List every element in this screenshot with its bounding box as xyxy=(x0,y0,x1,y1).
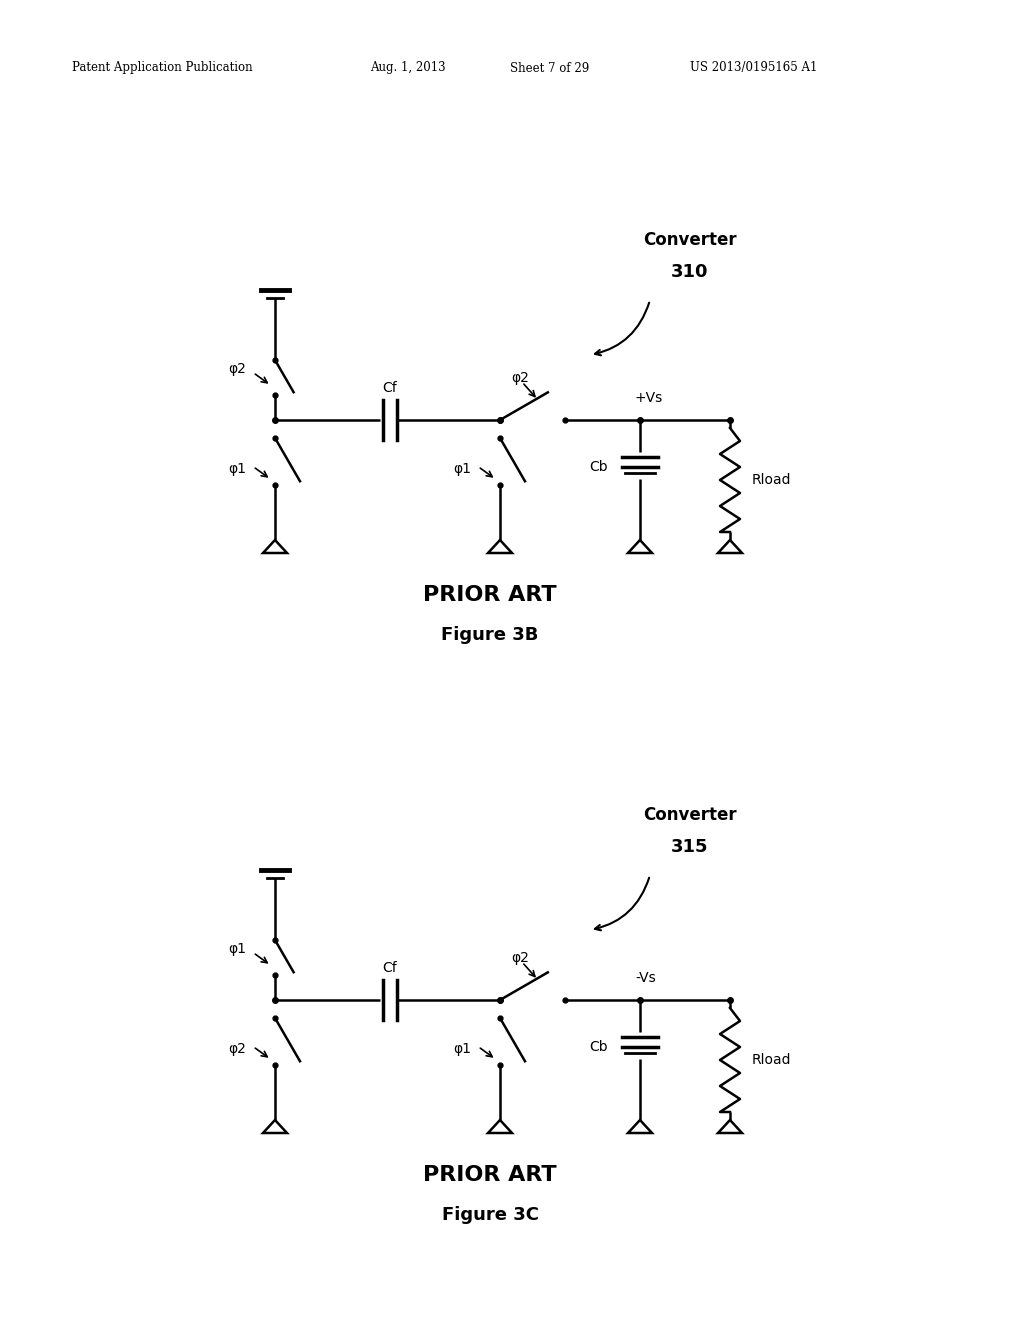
Text: Rload: Rload xyxy=(752,473,792,487)
Text: Cb: Cb xyxy=(590,459,608,474)
Text: φ2: φ2 xyxy=(228,363,246,376)
Text: φ1: φ1 xyxy=(228,942,246,957)
Text: 315: 315 xyxy=(672,838,709,855)
Text: -Vs: -Vs xyxy=(635,972,655,985)
Text: φ2: φ2 xyxy=(228,1043,246,1056)
Text: Sheet 7 of 29: Sheet 7 of 29 xyxy=(510,62,589,74)
Text: φ1: φ1 xyxy=(453,1043,471,1056)
Text: US 2013/0195165 A1: US 2013/0195165 A1 xyxy=(690,62,817,74)
Text: Figure 3B: Figure 3B xyxy=(441,626,539,644)
Text: Patent Application Publication: Patent Application Publication xyxy=(72,62,253,74)
Text: PRIOR ART: PRIOR ART xyxy=(423,1166,557,1185)
Text: Cf: Cf xyxy=(383,961,397,975)
Text: φ2: φ2 xyxy=(511,950,529,965)
Text: φ1: φ1 xyxy=(228,462,246,477)
Text: Cb: Cb xyxy=(590,1040,608,1053)
Text: Cf: Cf xyxy=(383,381,397,395)
Text: Rload: Rload xyxy=(752,1053,792,1067)
Text: 310: 310 xyxy=(672,263,709,281)
Text: PRIOR ART: PRIOR ART xyxy=(423,585,557,605)
Text: Converter: Converter xyxy=(643,807,737,824)
Text: Converter: Converter xyxy=(643,231,737,249)
Text: +Vs: +Vs xyxy=(635,391,664,405)
Text: φ1: φ1 xyxy=(453,462,471,477)
Text: Aug. 1, 2013: Aug. 1, 2013 xyxy=(370,62,445,74)
Text: φ2: φ2 xyxy=(511,371,529,385)
Text: Figure 3C: Figure 3C xyxy=(441,1206,539,1224)
